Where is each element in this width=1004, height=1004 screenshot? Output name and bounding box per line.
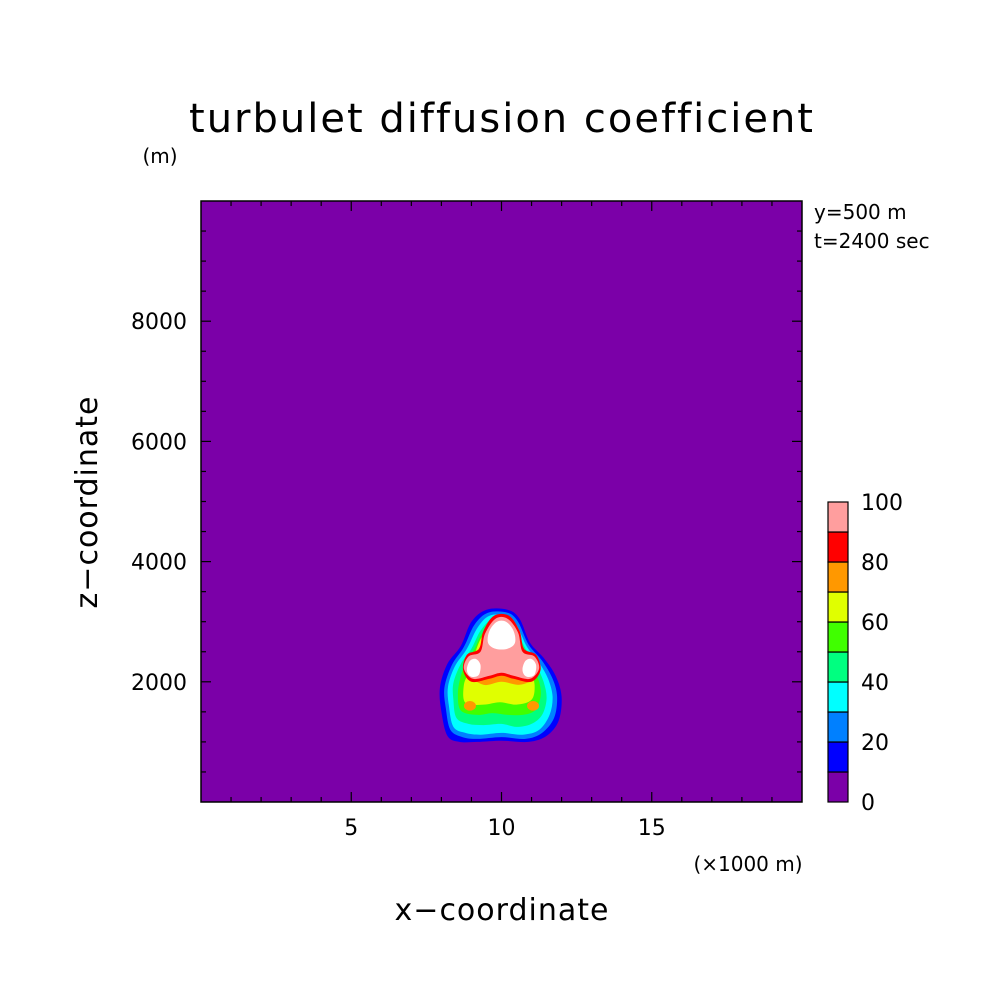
colorbar-swatch bbox=[827, 681, 849, 713]
x-unit-label: (×1000 m) bbox=[693, 852, 802, 876]
x-tick-label: 5 bbox=[344, 816, 358, 841]
y-tick-label: 2000 bbox=[131, 671, 187, 696]
axes: 5 10 15 2000 4000 6000 8000 bbox=[131, 200, 803, 841]
y-axis-label: z−coordinate bbox=[70, 396, 105, 609]
y-tick-label: 8000 bbox=[131, 310, 187, 335]
colorbar-swatch bbox=[827, 501, 849, 533]
annotation-y: y=500 m bbox=[814, 200, 907, 224]
x-tick-label: 15 bbox=[638, 816, 666, 841]
contour-spot-1 bbox=[527, 701, 540, 711]
colorbar-swatch bbox=[827, 651, 849, 683]
annotation-t: t=2400 sec bbox=[814, 229, 930, 253]
colorbar-swatch bbox=[827, 771, 849, 803]
colorbar-swatch bbox=[827, 561, 849, 593]
colorbar-label: 40 bbox=[861, 671, 889, 696]
colorbar-swatch bbox=[827, 591, 849, 623]
over-region-white-right bbox=[522, 658, 537, 677]
colorbar-swatch bbox=[827, 621, 849, 653]
colorbar-swatch bbox=[827, 741, 849, 773]
colorbar-label: 100 bbox=[861, 491, 903, 516]
colorbar-swatch bbox=[827, 711, 849, 743]
colorbar-label: 20 bbox=[861, 731, 889, 756]
y-unit-label: (m) bbox=[142, 144, 177, 168]
over-region-white-top bbox=[487, 620, 516, 650]
plume-layer bbox=[201, 201, 802, 802]
colorbar: 0 20 40 60 80 100 bbox=[827, 491, 903, 816]
colorbar-swatch bbox=[827, 531, 849, 563]
x-axis-label: x−coordinate bbox=[395, 893, 610, 928]
chart-title: turbulet diffusion coefficient bbox=[189, 96, 815, 142]
y-tick-label: 4000 bbox=[131, 551, 187, 576]
plot-area bbox=[201, 201, 802, 802]
x-tick-label: 10 bbox=[488, 816, 516, 841]
colorbar-label: 60 bbox=[861, 611, 889, 636]
colorbar-label: 0 bbox=[861, 791, 875, 816]
over-region-white-left bbox=[466, 658, 481, 677]
y-tick-label: 6000 bbox=[131, 430, 187, 455]
contour-spot-0 bbox=[463, 701, 476, 711]
colorbar-label: 80 bbox=[861, 551, 889, 576]
